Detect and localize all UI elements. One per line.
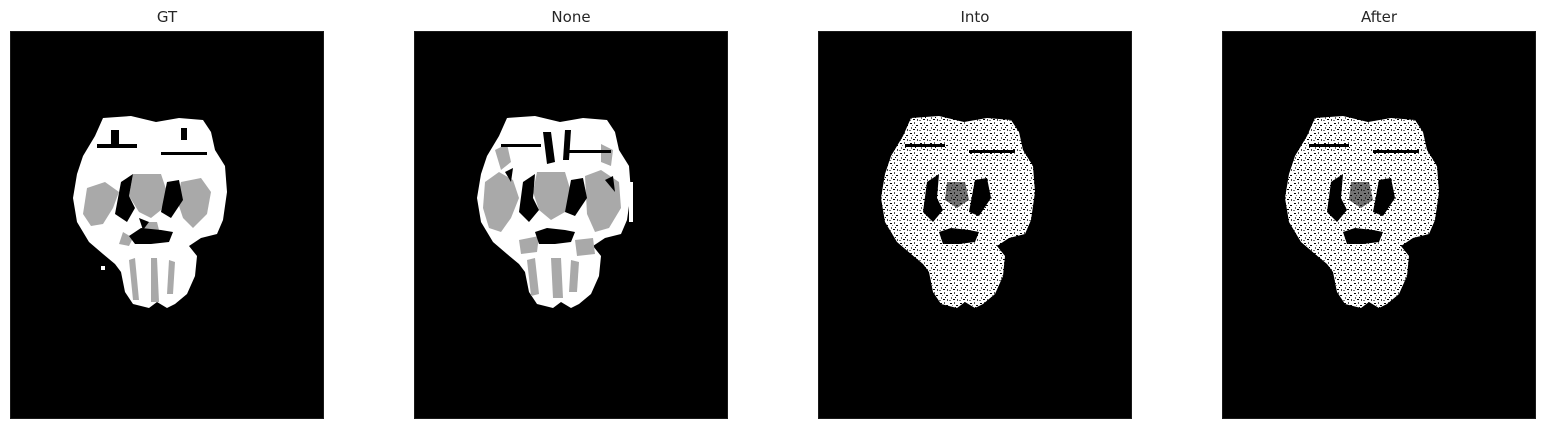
panel-after: After	[1222, 0, 1536, 427]
brain-image	[414, 31, 728, 419]
brain-image	[1222, 31, 1536, 419]
brain-segmentation-gt	[73, 116, 227, 308]
panel-gt: GT	[10, 0, 324, 427]
panel-title: Into	[960, 8, 990, 26]
panel-title: After	[1360, 8, 1398, 26]
panel-title: GT	[156, 8, 178, 26]
brain-segmentation-none	[477, 116, 633, 308]
panel-none: None	[414, 0, 728, 427]
brain-segmentation-after	[1285, 116, 1439, 308]
brain-image	[10, 31, 324, 419]
panel-into: Into	[818, 0, 1132, 427]
brain-segmentation-into	[881, 116, 1035, 308]
brain-image	[818, 31, 1132, 419]
panel-title: None	[551, 8, 591, 26]
